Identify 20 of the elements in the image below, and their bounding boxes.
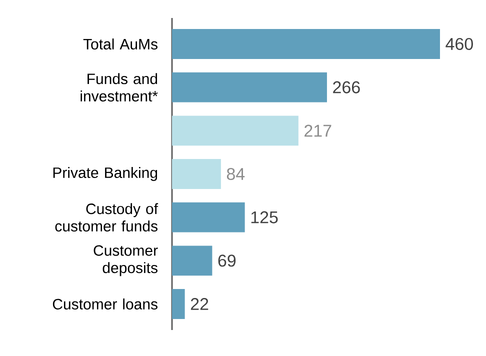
data-label: 69 bbox=[218, 254, 236, 267]
data-label: 22 bbox=[190, 298, 208, 310]
bar bbox=[172, 116, 298, 146]
data-label: 266 bbox=[333, 81, 360, 94]
bar bbox=[172, 246, 212, 276]
data-label: 125 bbox=[251, 211, 278, 224]
bar bbox=[172, 289, 185, 319]
y-tick-label: Total AuMs bbox=[83, 38, 158, 50]
y-tick-label: Customer deposits bbox=[94, 245, 158, 276]
bar bbox=[172, 29, 440, 59]
data-label: 84 bbox=[226, 168, 245, 180]
data-label: 460 bbox=[446, 38, 473, 50]
y-tick-label: Custody of customer funds bbox=[55, 203, 158, 232]
y-tick-label: Funds and investment* bbox=[80, 73, 158, 102]
data-label: 217 bbox=[304, 124, 332, 137]
bar bbox=[172, 202, 245, 232]
bar bbox=[172, 72, 327, 102]
y-tick-label: Customer loans bbox=[52, 298, 158, 310]
bar bbox=[172, 159, 221, 189]
y-tick-label: Private Banking bbox=[53, 167, 158, 181]
